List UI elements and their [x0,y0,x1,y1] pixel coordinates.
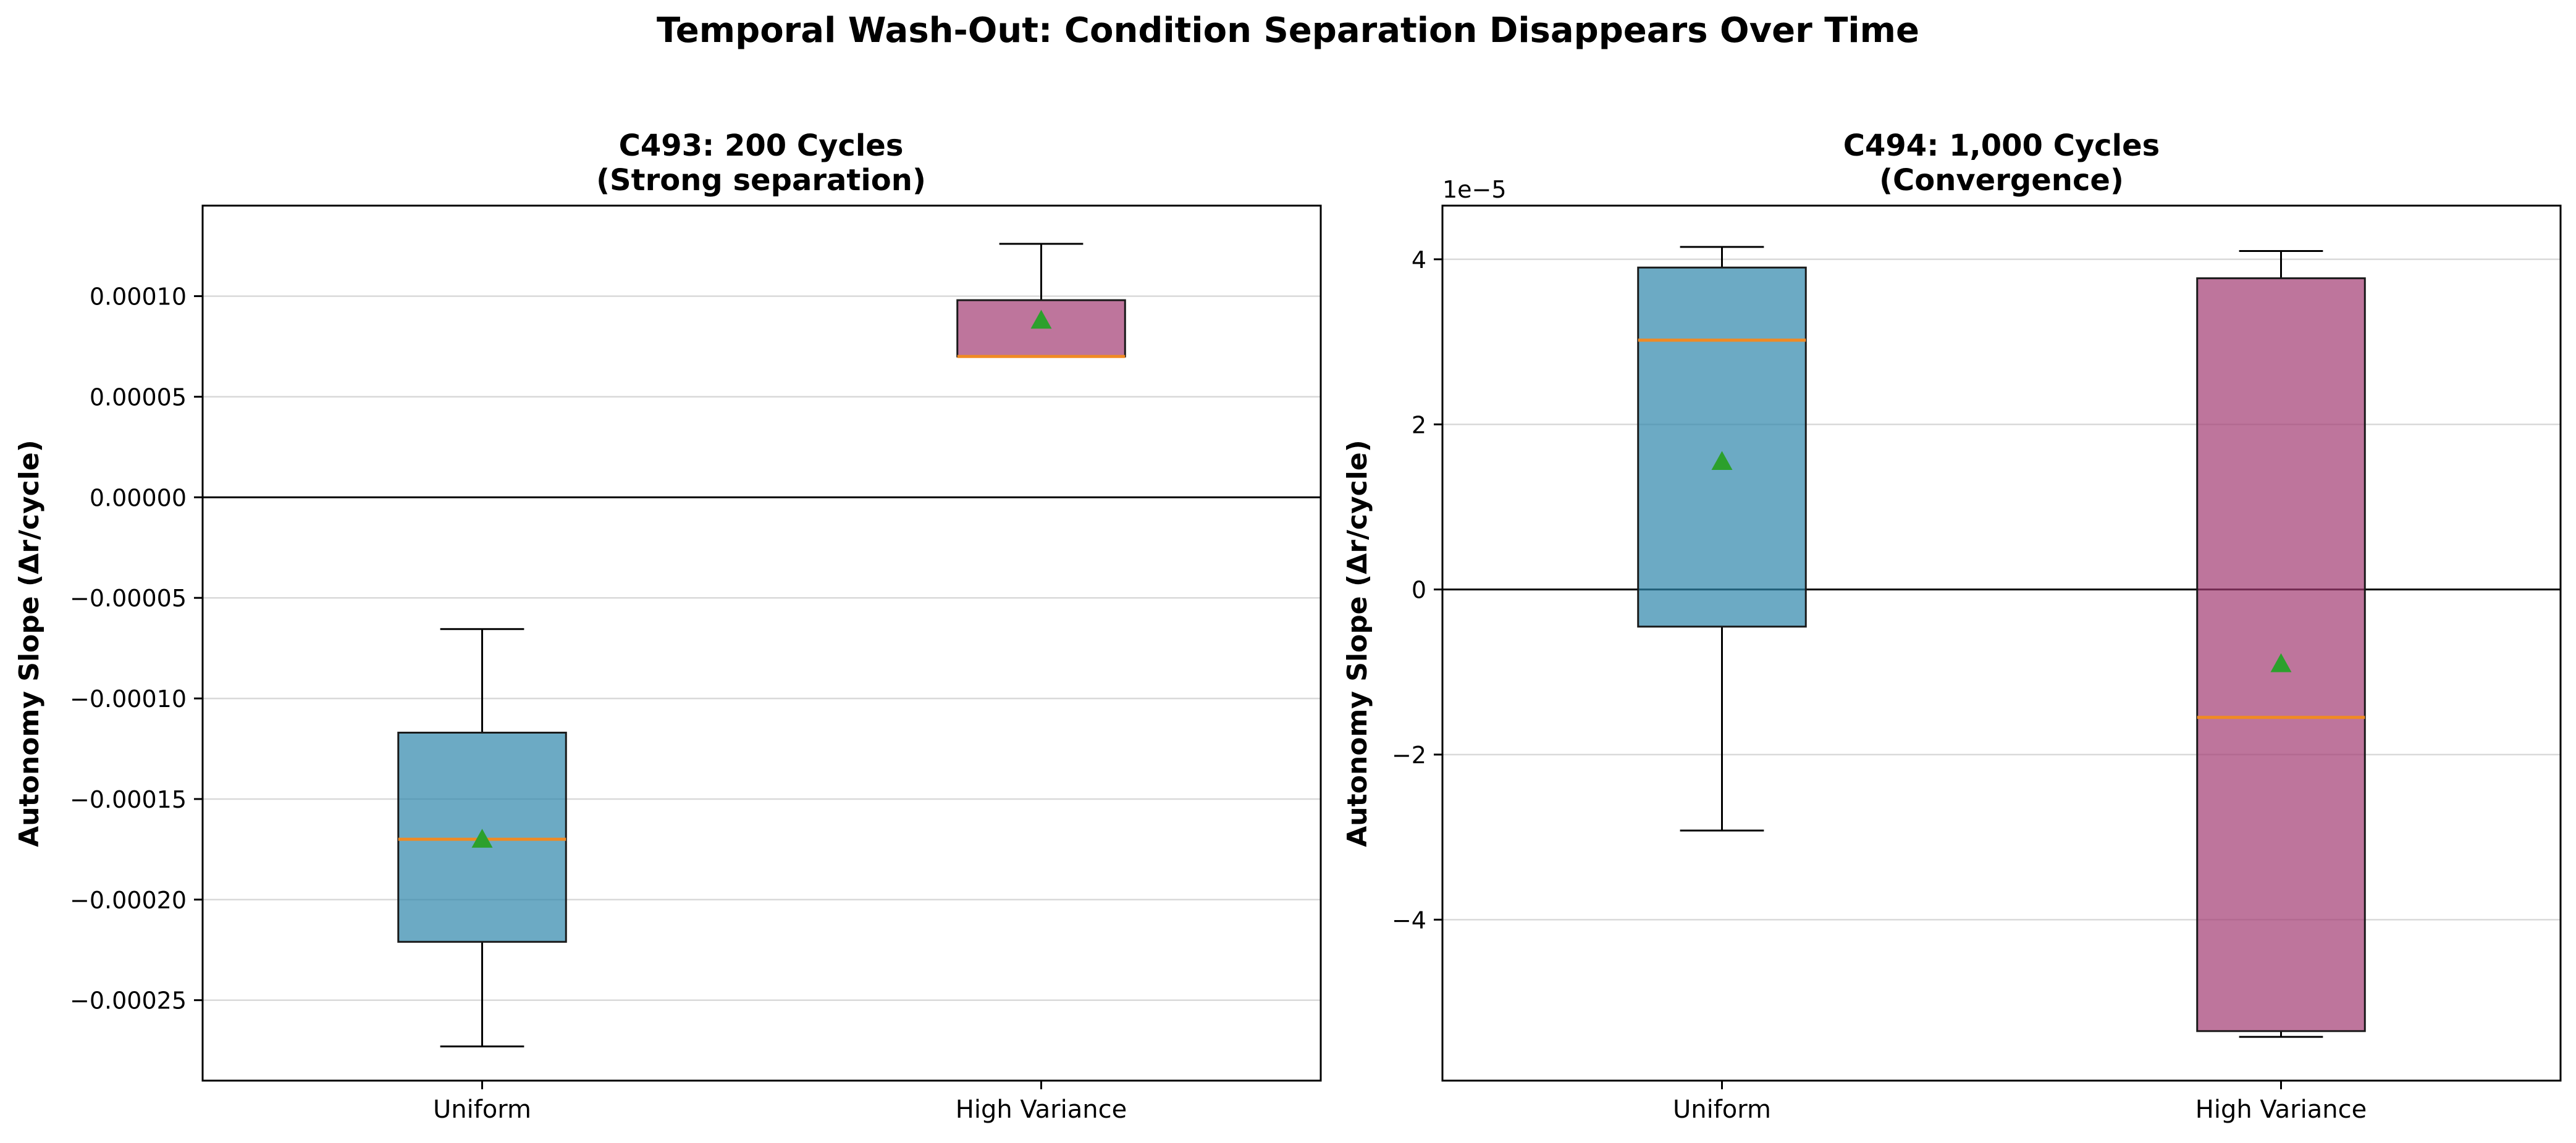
x-tick-label: High Variance [2195,1095,2367,1124]
iqr-box [1637,266,1807,628]
panel-c494: C494: 1,000 Cycles (Convergence) Autonom… [1342,128,2562,1124]
y-tick-label: −0.00010 [70,685,187,713]
y-tick-label: 0.00005 [90,383,187,411]
y-tick-label: 0.00010 [90,283,187,311]
y-tick-label: −4 [1392,906,1426,934]
y-tick-label: 0.00000 [90,484,187,511]
panel-subtitle: (Strong separation) [596,163,926,198]
y-tick-label: 4 [1412,246,1426,274]
y-axis-label: Autonomy Slope (Δr/cycle) [14,440,45,847]
panel-c493: C493: 200 Cycles (Strong separation) Aut… [14,128,1322,1124]
y-tick-label: −0.00015 [70,786,187,813]
y-tick-label: −0.00005 [70,585,187,612]
x-tick-label: High Variance [956,1095,1127,1124]
mean-marker [1711,451,1733,471]
y-tick-label: −0.00025 [70,987,187,1015]
x-tick-label: Uniform [1673,1095,1771,1124]
axes-frame [201,204,1322,1082]
y-axis-label: Autonomy Slope (Δr/cycle) [1342,440,1373,847]
x-tick-label: Uniform [433,1095,531,1124]
y-tick-label: −2 [1392,742,1426,769]
y-tick-label: −0.00020 [70,887,187,914]
plot-area: 4 2 0 −2 −4 Uniform High Variance [1392,204,2562,1124]
y-tick-label: 2 [1412,411,1426,438]
panel-title: C493: 200 Cycles [619,128,904,163]
mean-marker [2270,653,2292,672]
mean-marker [471,829,493,848]
y-axis-offset-label: 1e−5 [1442,176,1507,203]
y-tick-label: 0 [1412,577,1426,604]
panel-subtitle: (Convergence) [1879,163,2124,198]
panel-title: C494: 1,000 Cycles [1843,128,2160,163]
axes-frame [1441,204,2562,1082]
plot-area: 0.00010 0.00005 0.00000 −0.00005 −0.00010 −0.… [70,204,1322,1124]
figure-suptitle: Temporal Wash-Out: Condition Separation … [657,10,1919,51]
mean-marker [1030,309,1052,329]
